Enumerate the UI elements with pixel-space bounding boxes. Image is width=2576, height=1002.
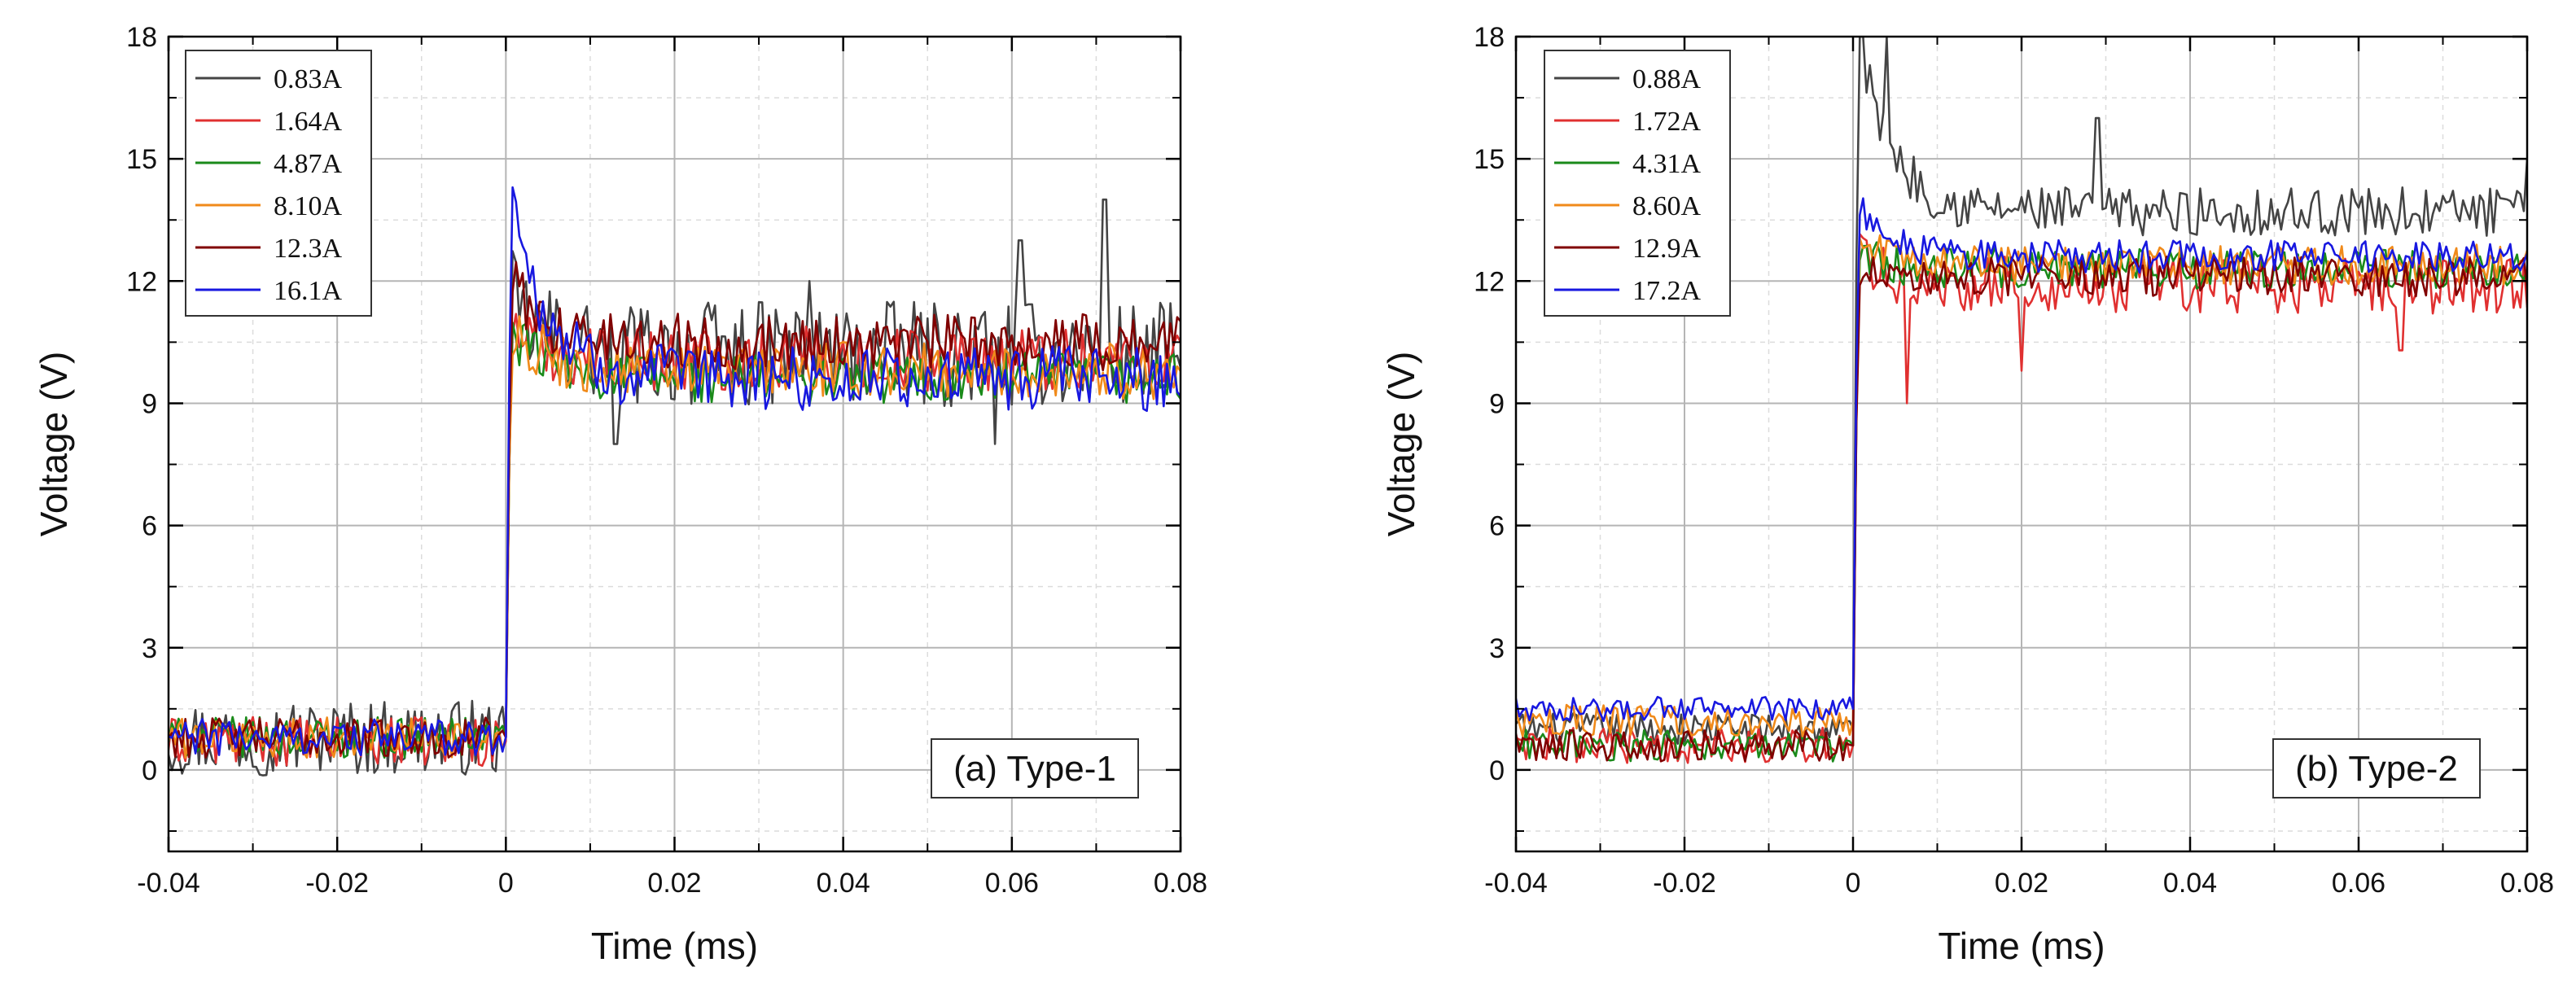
panel-label: (b) Type-2 [2272,738,2481,799]
y-tick-label: 18 [126,22,157,53]
x-tick-label: 0.02 [1995,868,2048,899]
legend-entry-label: 0.83A [274,64,343,94]
legend-entry-label: 17.2A [1632,276,1702,306]
x-tick-label: -0.04 [137,868,200,899]
legend-entry-label: 12.9A [1632,234,1702,264]
series-line-12.9A [1516,256,2527,763]
series-line-0.88A [1516,37,2527,747]
series-line-0.83A [169,198,1181,777]
series-group [169,186,1181,777]
y-tick-label: 0 [142,755,157,786]
series-line-16.1A [169,186,1181,757]
axis-ticks [1514,35,2529,851]
panel-label-box [2272,738,2481,799]
x-tick-label: 0.02 [647,868,701,899]
y-axis-title: Voltage (V) [33,352,75,537]
legend-entry-label: 1.72A [1632,107,1702,137]
x-axis-title: Time (ms) [591,925,758,967]
x-tick-label: 0 [1846,868,1861,899]
series-line-1.64A [169,312,1181,768]
y-tick-label: 6 [1489,511,1505,542]
legend-entry-label: 16.1A [274,276,343,306]
y-tick-label: 15 [1474,144,1505,175]
y-tick-label: 15 [126,144,157,175]
legend-entry-label: 4.87A [274,149,343,179]
x-tick-label: 0.06 [985,868,1039,899]
y-tick-label: 0 [1489,755,1505,786]
x-tick-label: 0.04 [817,868,870,899]
series-line-17.2A [1516,197,2527,723]
legend-entry-label: 0.88A [1632,64,1702,94]
legend-entry-label: 8.60A [1632,191,1702,221]
legend-box [1544,50,1731,317]
chart-panel-2: -0.04 -0.02 0 0.02 0.04 0.06 0.08 0 3 6 9 12 15 18 Tim… [1380,22,2554,967]
x-tick-label: 0.08 [1154,868,1207,899]
series-line-1.72A [1516,233,2527,764]
x-tick-label: -0.02 [305,868,369,899]
y-tick-label: 18 [1474,22,1505,53]
y-tick-label: 3 [142,633,157,664]
legend-entry-label: 4.31A [1632,149,1702,179]
x-tick-label: 0 [498,868,514,899]
legend-box [185,50,372,317]
legend: 0.83A 1.64A 4.87A 8.10A 12.3A 16.1A [185,50,372,317]
x-tick-label: 0.04 [2163,868,2217,899]
series-line-4.87A [169,322,1181,759]
panel-label-text: (a) Type-1 [953,749,1116,789]
legend-entry-label: 12.3A [274,234,343,264]
panel-label-box [931,738,1139,799]
y-tick-label: 12 [1474,266,1505,297]
y-tick-label: 9 [142,388,157,419]
x-tick-label: 0.08 [2500,868,2554,899]
series-line-12.3A [169,260,1181,759]
x-tick-label: -0.02 [1653,868,1716,899]
legend-entry-label: 1.64A [274,107,343,137]
y-axis-title: Voltage (V) [1380,352,1422,537]
series-group [1516,37,2527,764]
x-axis-title: Time (ms) [1938,925,2105,967]
legend-entry-label: 8.10A [274,191,343,221]
y-tick-label: 3 [1489,633,1505,664]
x-tick-label: -0.04 [1484,868,1548,899]
y-tick-label: 6 [142,511,157,542]
x-tick-label: 0.06 [2332,868,2385,899]
y-tick-label: 9 [1489,388,1505,419]
series-line-4.31A [1516,241,2527,763]
axis-ticks [167,35,1182,851]
panel-label: (a) Type-1 [931,738,1139,799]
chart-panel-1: -0.04 -0.02 0 0.02 0.04 0.06 0.08 0 3 6 9 12 15 18 Tim… [33,22,1207,967]
panel-label-text: (b) Type-2 [2295,749,2458,789]
y-tick-label: 12 [126,266,157,297]
legend: 0.88A 1.72A 4.31A 8.60A 12.9A 17.2A [1544,50,1731,317]
